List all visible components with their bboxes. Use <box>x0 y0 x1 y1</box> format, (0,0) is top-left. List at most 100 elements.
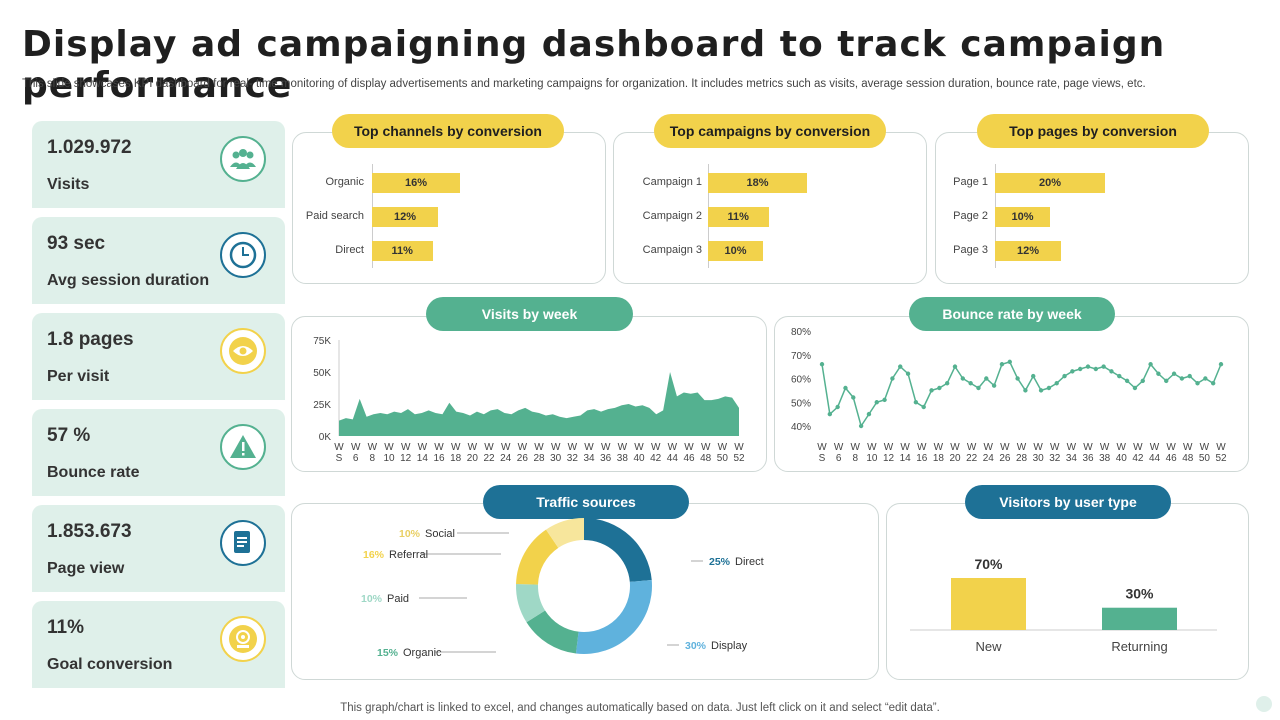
bounce-point <box>921 404 926 410</box>
kpi-label: Goal conversion <box>47 656 173 673</box>
bounce-point <box>1195 381 1200 386</box>
x-tick-label: W 34 <box>1066 442 1078 464</box>
bar-category-label: Page 1 <box>953 176 988 188</box>
bounce-point <box>1046 385 1052 391</box>
bounce-point <box>1038 388 1044 393</box>
kpi-value: 1.8 pages <box>47 329 134 350</box>
x-tick-label: W 36 <box>600 442 612 464</box>
slice-percent-label: 10% <box>361 593 383 605</box>
x-tick-label: W 46 <box>1166 442 1178 464</box>
kpi-value: 93 sec <box>47 233 106 254</box>
bar-category-label: Returning <box>1111 639 1167 654</box>
x-tick-label: W 22 <box>483 442 495 464</box>
x-tick-label: W 50 <box>1199 442 1211 464</box>
top-pages-title: Top pages by conversion <box>977 114 1209 148</box>
bounce-line <box>821 360 1222 428</box>
bar-category-label: Page 2 <box>953 210 988 222</box>
visits-area <box>339 372 739 436</box>
x-tick-label: W 44 <box>1149 442 1161 464</box>
bounce-point <box>1077 366 1083 372</box>
slice-name-label: Referral <box>389 549 428 561</box>
bounce-point <box>1085 364 1091 369</box>
card-top-channels <box>292 132 606 284</box>
kpi-label: Per visit <box>47 368 110 385</box>
bounce-point <box>1062 373 1067 379</box>
bar-category-label: Organic <box>325 176 364 188</box>
slice-name-label: Direct <box>735 556 764 568</box>
kpi-label: Visits <box>47 176 90 193</box>
kpi-value: 57 % <box>47 425 91 446</box>
x-tick-label: W 18 <box>933 442 945 464</box>
bar-category-label: Campaign 3 <box>642 244 702 256</box>
y-tick-label: 50% <box>791 398 811 409</box>
users-icon <box>220 136 266 182</box>
y-tick-label: 40% <box>791 422 811 433</box>
bar-category-label: Campaign 1 <box>642 176 702 188</box>
y-tick-label: 60% <box>791 375 811 386</box>
bounce-point <box>968 381 973 386</box>
x-tick-label: W 32 <box>1049 442 1061 464</box>
x-tick-label: W 42 <box>650 442 662 464</box>
x-tick-label: W 48 <box>700 442 712 464</box>
bar: 12% <box>995 241 1061 261</box>
page-title: Display ad campaigning dashboard to trac… <box>22 24 1166 106</box>
bar-category-label: Campaign 2 <box>642 210 702 222</box>
kpi-card-visits: 1.029.972 Visits <box>32 121 285 208</box>
x-tick-label: W 16 <box>916 442 928 464</box>
kpi-card-pages-per-visit: 1.8 pages Per visit <box>32 313 285 400</box>
bounce-point <box>1031 373 1036 379</box>
x-tick-label: W 14 <box>900 442 912 464</box>
bar-category-label: New <box>975 639 1002 654</box>
kpi-label: Avg session duration <box>47 272 210 289</box>
x-tick-label: W 36 <box>1082 442 1094 464</box>
bounce-point <box>999 362 1005 367</box>
bounce-point <box>1148 362 1153 367</box>
bounce-point <box>1171 371 1177 376</box>
bounce-point <box>976 385 981 391</box>
slice-percent-label: 30% <box>685 640 707 652</box>
kpi-card-bounce-rate: 57 % Bounce rate <box>32 409 285 496</box>
donut-slice <box>516 583 546 623</box>
x-tick-label: W 22 <box>966 442 978 464</box>
x-tick-label: W 20 <box>949 442 961 464</box>
top-campaigns-title: Top campaigns by conversion <box>654 114 886 148</box>
y-tick-label: 0K <box>319 432 332 443</box>
bounce-point <box>1132 385 1138 391</box>
clock-icon <box>220 232 266 278</box>
bounce-point <box>819 362 825 367</box>
bar: 18% <box>708 173 807 193</box>
card-bounce-rate-by-week <box>774 316 1249 472</box>
slice-percent-label: 16% <box>363 549 385 561</box>
bounce-point <box>1007 359 1012 365</box>
slice-name-label: Organic <box>403 647 442 659</box>
bounce-point <box>1093 366 1099 372</box>
bar <box>1102 607 1177 630</box>
kpi-card-page-view: 1.853.673 Page view <box>32 505 285 592</box>
x-tick-label: W 44 <box>667 442 679 464</box>
x-tick-label: W 38 <box>617 442 629 464</box>
footer-note: This graph/chart is linked to excel, and… <box>340 702 940 714</box>
bounce-point <box>1164 378 1169 384</box>
slice-percent-label: 15% <box>377 647 399 659</box>
bounce-point <box>827 411 833 417</box>
kpi-value: 11% <box>47 617 84 638</box>
bounce-point <box>1203 376 1208 381</box>
slice-percent-label: 10% <box>399 528 421 540</box>
bar: 11% <box>708 207 769 227</box>
bounce-point <box>1179 376 1185 381</box>
warning-icon <box>220 424 266 470</box>
bounce-point <box>1156 371 1161 376</box>
traffic-sources-title: Traffic sources <box>483 485 689 519</box>
x-tick-label: W 48 <box>1182 442 1194 464</box>
x-tick-label: W 52 <box>1215 442 1227 464</box>
visitors-by-user-type-chart: 70% New 30% Returning <box>910 556 1217 654</box>
bar: 20% <box>995 173 1105 193</box>
bar <box>951 578 1026 630</box>
kpi-value: 1.853.673 <box>47 521 132 542</box>
bar: 12% <box>372 207 438 227</box>
